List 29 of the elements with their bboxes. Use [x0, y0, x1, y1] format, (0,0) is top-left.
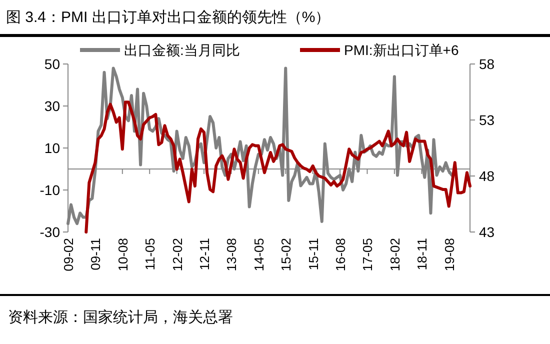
x-tick-label: 11-05: [142, 238, 158, 270]
x-tick-label: 17-05: [360, 238, 376, 272]
x-tick-label: 18-11: [414, 238, 430, 270]
x-tick-label: 13-08: [224, 238, 240, 272]
y2-tick-label: 43: [479, 224, 495, 240]
x-tick-label: 09-02: [61, 238, 76, 272]
y-tick-label: 10: [44, 140, 60, 156]
line-series: [84, 100, 472, 234]
y2-tick-label: 58: [479, 56, 495, 72]
x-tick-label: 14-05: [251, 238, 266, 272]
y-tick-label: 50: [44, 56, 60, 72]
x-tick-label: 15-02: [278, 238, 294, 272]
chart-title: 图 3.4：PMI 出口订单对出口金额的领先性（%）: [6, 9, 330, 26]
legend-label: 出口金额:当月同比: [124, 42, 240, 58]
text: 资料来源：国家统计局，海关总署: [8, 309, 233, 326]
y2-tick-label: 53: [479, 112, 495, 128]
x-tick-label: 10-08: [115, 238, 130, 272]
x-tick-label: 19-08: [442, 238, 457, 272]
x-tick-label: 18-02: [387, 238, 402, 272]
y-tick-label: -10: [40, 182, 60, 198]
x-tick-label: 12-02: [170, 238, 185, 272]
x-tick-label: 16-08: [333, 238, 348, 272]
legend-label: PMI:新出口订单+6: [344, 42, 459, 58]
y2-tick-label: 48: [479, 168, 495, 184]
y-tick-label: 30: [44, 98, 60, 114]
y-tick-label: -30: [40, 224, 60, 240]
x-tick-label: 12-11: [197, 238, 212, 270]
x-tick-label: 09-11: [88, 238, 104, 270]
x-tick-label: 15-11: [306, 238, 321, 270]
